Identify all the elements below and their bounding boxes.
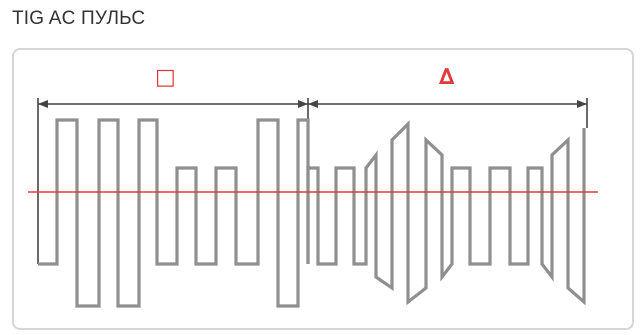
triangle-wave-trace	[306, 120, 586, 306]
segment-1-symbol: □	[155, 65, 176, 90]
page-title: TIG AC ПУЛЬС	[12, 8, 146, 29]
dimension-lines	[37, 98, 588, 264]
waveform-panel: □ ∆	[12, 48, 634, 330]
segment-2-arrow-right	[577, 100, 587, 108]
segment-2-symbol: ∆	[439, 65, 455, 90]
waveform-diagram	[28, 98, 598, 308]
segment-1-arrow-right	[298, 100, 308, 108]
segment-2-arrow-left	[308, 100, 318, 108]
square-wave-trace	[38, 118, 310, 308]
segment-1-arrow-left	[38, 100, 48, 108]
